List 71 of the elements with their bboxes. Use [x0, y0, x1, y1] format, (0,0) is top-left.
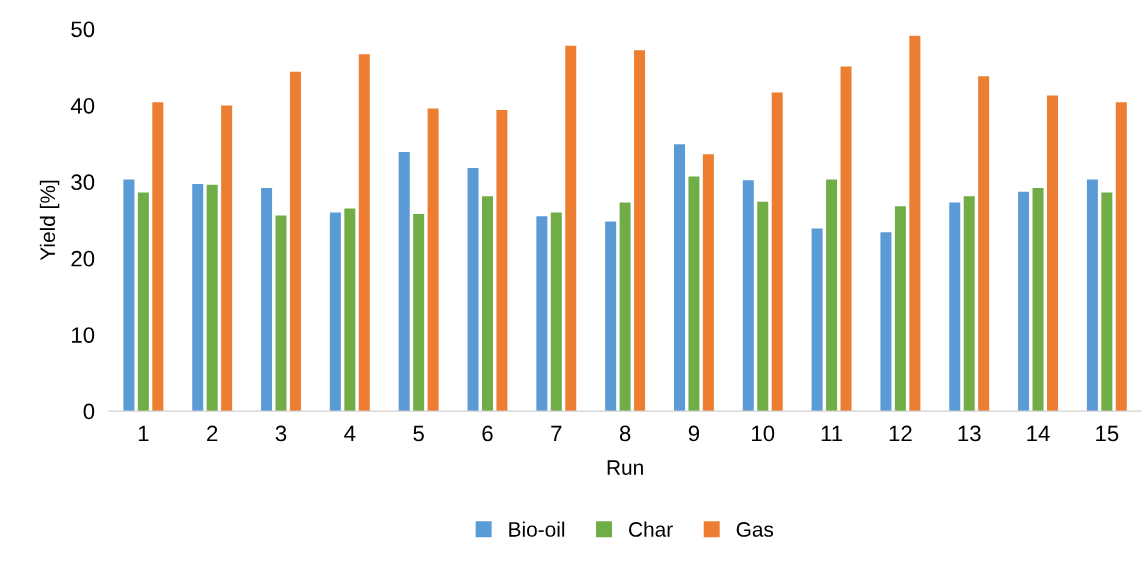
bar [329, 212, 341, 412]
y-tick-label: 30 [71, 174, 95, 191]
y-tick-label: 0 [83, 403, 95, 420]
bar [949, 202, 961, 412]
x-tick-label: 6 [482, 425, 493, 442]
y-tick-label: 40 [70, 97, 95, 114]
bar [880, 232, 892, 412]
bar [344, 208, 356, 412]
bar [757, 201, 769, 412]
bar [565, 45, 577, 412]
bar [909, 35, 921, 412]
bar [963, 196, 975, 412]
bar [206, 184, 218, 412]
bar [123, 179, 135, 412]
x-tick-label: 5 [413, 425, 424, 442]
bar [634, 50, 646, 412]
x-tick-label: 8 [619, 425, 631, 442]
bar [673, 144, 685, 412]
bar [1046, 95, 1058, 412]
x-tick-label: 13 [958, 425, 981, 442]
x-tick-label: 9 [688, 425, 700, 442]
bar [536, 216, 548, 412]
bar [702, 154, 714, 412]
y-tick-label: 20 [71, 250, 95, 267]
bar [826, 179, 838, 412]
x-tick-label: 7 [551, 425, 562, 442]
bar [894, 206, 906, 412]
bar [192, 184, 204, 412]
bar [261, 187, 273, 412]
y-tick-label: 10 [72, 327, 95, 343]
bar [811, 228, 823, 412]
bar [221, 105, 233, 412]
x-tick-label: 15 [1096, 425, 1119, 442]
bar [413, 213, 425, 412]
legend-label: Char [629, 521, 673, 537]
bar [840, 66, 852, 412]
bar [605, 221, 617, 412]
x-tick-label: 14 [1027, 425, 1050, 442]
legend-label: Gas [736, 522, 774, 537]
y-tick-label: 50 [71, 21, 95, 38]
bar [152, 102, 164, 412]
x-tick-label: 3 [275, 425, 287, 442]
bar [742, 180, 754, 412]
bar [398, 152, 410, 412]
x-tick-label: 2 [207, 425, 218, 442]
x-tick-label: 10 [752, 425, 775, 442]
bar [427, 108, 439, 412]
bar [1032, 187, 1044, 412]
bar [467, 168, 479, 412]
x-axis-title: Run [607, 460, 643, 475]
x-tick-label: 1 [138, 425, 149, 442]
y-axis-title: Yield [%] [39, 180, 60, 261]
bar [275, 215, 287, 412]
bar [481, 196, 493, 412]
bar [619, 202, 631, 412]
bar [1086, 179, 1098, 412]
bar [688, 176, 700, 412]
bar [1115, 102, 1127, 412]
x-tick-label: 11 [821, 425, 843, 442]
bar [550, 212, 562, 412]
bar [1018, 191, 1030, 412]
bar [358, 54, 370, 412]
bar [137, 192, 149, 412]
bar [978, 76, 990, 412]
x-tick-label: 12 [889, 425, 912, 442]
bar [496, 109, 508, 412]
bar [771, 92, 783, 412]
legend-label: Bio-oil [509, 521, 565, 537]
bar [1101, 192, 1113, 412]
x-tick-label: 4 [344, 425, 356, 442]
bar [289, 71, 301, 412]
